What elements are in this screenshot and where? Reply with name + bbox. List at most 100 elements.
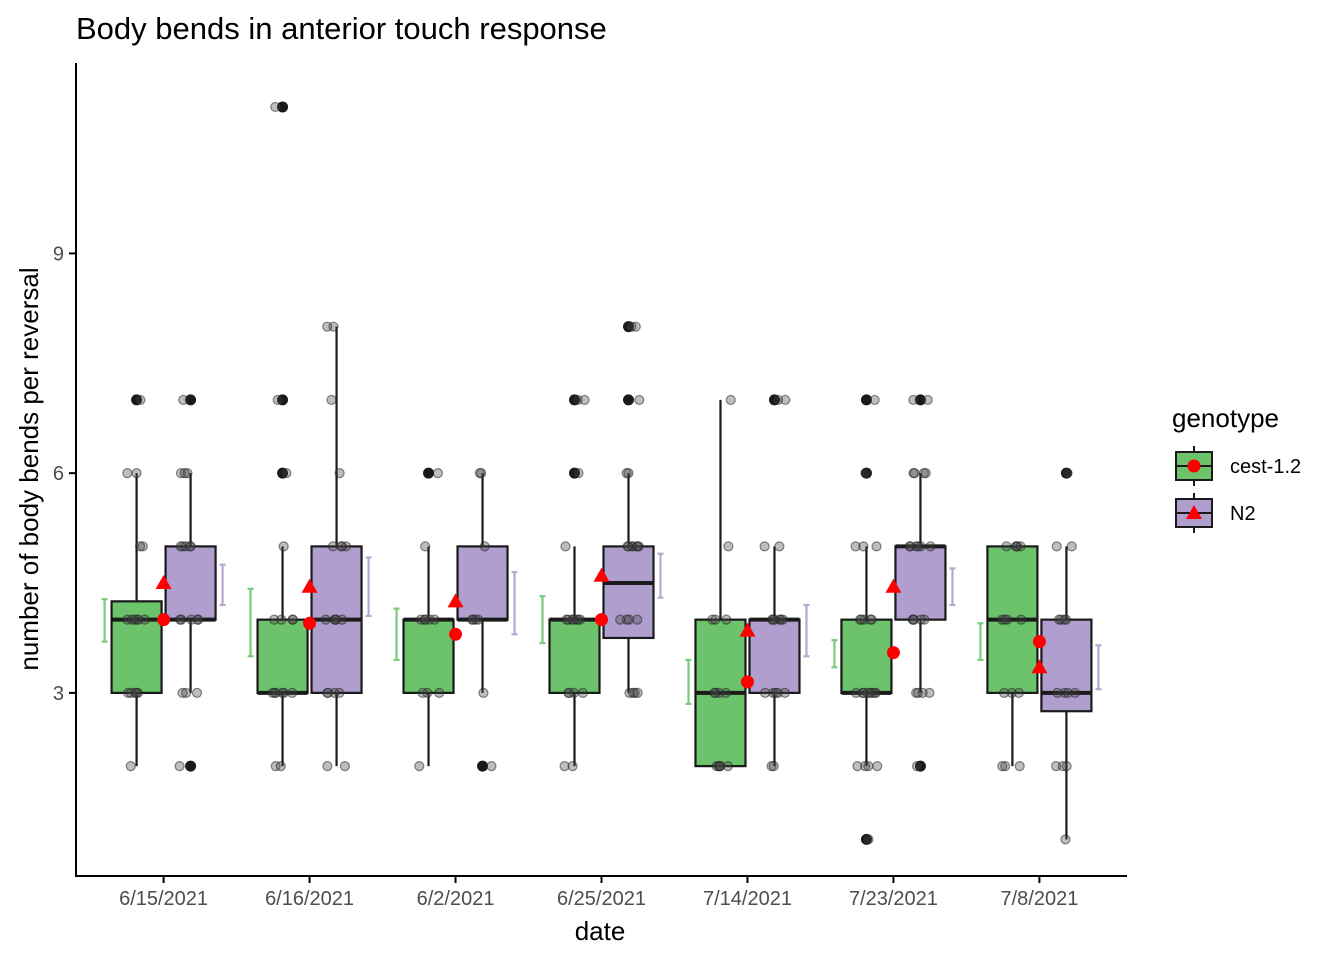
jitter-point — [863, 834, 874, 845]
box — [602, 545, 655, 640]
jitter-point — [860, 468, 871, 479]
box-group-N2-6/2/2021 — [456, 468, 518, 772]
jitter-point — [1016, 614, 1027, 625]
jitter-point — [721, 614, 732, 625]
outlier-point — [860, 833, 872, 845]
jitter-point — [486, 761, 497, 772]
box-group-cest-1.2-6/16/2021 — [247, 101, 309, 772]
jitter-point — [132, 687, 144, 698]
jitter-point — [1050, 761, 1062, 772]
jitter-point — [866, 614, 877, 625]
jitter-point — [320, 614, 331, 625]
y-axis-label: number of body bends per reversal — [14, 267, 44, 670]
x-tick-label: 7/8/2021 — [1000, 888, 1078, 910]
mean-marker-triangle — [447, 593, 464, 608]
jitter-point — [723, 541, 734, 552]
jitter-point — [125, 761, 136, 772]
jitter-point — [1051, 541, 1062, 552]
jitter-point — [1055, 614, 1067, 625]
legend: genotype cest-1.2 N2 — [1172, 403, 1301, 533]
jitter-point — [330, 614, 341, 625]
box-group-cest-1.2-6/2/2021 — [393, 467, 455, 772]
jitter-point — [624, 687, 635, 698]
jitter-point — [326, 394, 337, 406]
jitter-point — [126, 614, 137, 625]
box — [456, 545, 509, 621]
box — [402, 618, 455, 694]
jitter-point — [567, 761, 578, 772]
jitter-point — [629, 687, 640, 698]
jitter-point — [1002, 614, 1013, 625]
jitter-point — [760, 687, 771, 698]
jitter-point — [191, 687, 203, 698]
jitter-point — [322, 321, 333, 332]
jitter-point — [774, 541, 785, 552]
box — [840, 618, 893, 694]
jitter-point — [327, 541, 339, 552]
box — [548, 618, 601, 694]
jitter-point — [123, 687, 134, 698]
jitter-point — [281, 468, 292, 479]
jitter-point — [707, 614, 718, 625]
x-tick-label: 6/15/2021 — [119, 888, 208, 910]
jitter-point — [467, 614, 478, 625]
jitter-point — [850, 541, 861, 552]
box-group-cest-1.2-6/15/2021 — [101, 394, 163, 772]
jitter-point — [780, 394, 791, 406]
jitter-point — [615, 614, 626, 625]
jitter-point — [1060, 834, 1071, 845]
legend-title: genotype — [1172, 403, 1279, 433]
jitter-point — [871, 541, 882, 552]
jitter-point — [1000, 761, 1011, 772]
jitter-point — [272, 394, 283, 406]
box-group-N2-7/14/2021 — [748, 394, 810, 772]
jitter-point — [858, 687, 869, 698]
jitter-point — [177, 687, 188, 698]
jitter-point — [999, 687, 1010, 698]
jitter-point — [1052, 687, 1063, 698]
jitter-point — [856, 614, 867, 625]
mean-marker-triangle — [301, 578, 318, 593]
box-group-N2-6/15/2021 — [164, 394, 226, 772]
jitter-point — [417, 687, 428, 698]
jitter-point — [131, 468, 142, 479]
y-axis-ticks: 3 6 9 — [53, 243, 76, 705]
outlier-point — [623, 321, 634, 333]
outlier-point — [768, 394, 780, 406]
jitter-point — [479, 541, 490, 552]
box-group-N2-6/25/2021 — [602, 321, 664, 698]
jitter-point — [182, 468, 193, 479]
x-axis-label: date — [575, 916, 626, 946]
jitter-point — [563, 687, 574, 698]
jitter-point — [768, 761, 779, 772]
box-group-N2-7/23/2021 — [894, 394, 956, 772]
jitter-point — [135, 394, 146, 406]
chart-title: Body bends in anterior touch response — [76, 11, 607, 46]
jitter-point — [852, 761, 863, 772]
jitter-point — [997, 761, 1008, 772]
box — [748, 618, 801, 694]
jitter-point — [420, 541, 431, 552]
legend-key-mean — [1187, 459, 1201, 473]
outlier-point — [623, 394, 634, 406]
mean-marker-triangle — [593, 567, 610, 582]
mean-marker-circle — [303, 616, 317, 630]
jitter-point — [322, 687, 334, 698]
jitter-point — [919, 614, 930, 625]
outlier-point — [914, 760, 926, 772]
jitter-point — [577, 687, 589, 698]
outlier-point — [185, 760, 197, 772]
jitter-point — [630, 321, 641, 332]
box-group-N2-7/8/2021 — [1040, 467, 1102, 845]
box-group-cest-1.2-7/23/2021 — [831, 394, 893, 845]
jitter-point — [185, 541, 196, 552]
jitter-point — [768, 614, 779, 625]
box-group-cest-1.2-7/14/2021 — [685, 394, 747, 772]
jitter-point — [474, 468, 485, 479]
y-tick-label: 3 — [53, 683, 64, 705]
box-group-N2-6/16/2021 — [310, 321, 372, 772]
jitter-point — [434, 687, 445, 698]
jitter-point — [277, 687, 288, 698]
jitter-point — [470, 614, 481, 625]
box-group-cest-1.2-6/25/2021 — [539, 394, 601, 772]
